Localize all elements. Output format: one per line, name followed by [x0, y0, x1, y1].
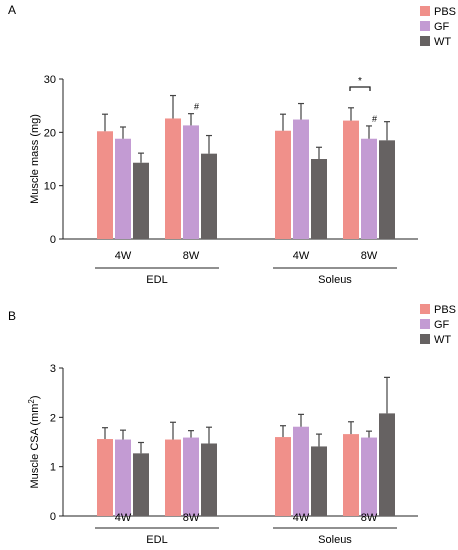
- significance-star: *: [358, 76, 362, 87]
- bar-soleus-8w-pbs: [343, 120, 359, 239]
- bar-edl-8w-gf: [183, 125, 199, 239]
- y-axis-label-superscript: 2: [27, 399, 36, 404]
- bar-soleus-4w-wt: [311, 446, 327, 516]
- bar-edl-4w-wt: [133, 453, 149, 516]
- muscle-label-edl: EDL: [146, 534, 167, 546]
- y-tick-label: 3: [50, 363, 56, 375]
- significance-mark: #: [194, 102, 199, 112]
- bar-edl-4w-gf: [115, 138, 131, 239]
- bar-soleus-8w-pbs: [343, 434, 359, 516]
- y-tick-label: 20: [44, 127, 56, 139]
- muscle-label-soleus: Soleus: [318, 534, 352, 546]
- bar-edl-4w-pbs: [97, 439, 113, 516]
- y-tick-label: 30: [44, 74, 56, 86]
- bar-soleus-4w-pbs: [275, 437, 291, 516]
- y-tick-label: 2: [50, 412, 56, 424]
- legend-swatch-wt: [420, 334, 430, 344]
- y-tick-label: 0: [50, 234, 56, 246]
- bar-edl-4w-pbs: [97, 131, 113, 239]
- muscle-label-edl: EDL: [146, 274, 167, 286]
- panel-a: A PBS GF WT 0 10 20 30 Muscle mass (mg) 4W #8W 4W #8…: [8, 3, 456, 286]
- bar-edl-8w-pbs: [165, 439, 181, 516]
- bar-soleus-4w-pbs: [275, 130, 291, 239]
- bar-soleus-8w-gf: [361, 138, 377, 239]
- x-tick-label: 4W: [293, 512, 310, 524]
- legend-label-gf: GF: [434, 21, 450, 33]
- bar-soleus-8w-wt: [379, 140, 395, 239]
- bar-soleus-4w-wt: [311, 159, 327, 239]
- significance-bracket: [349, 86, 371, 91]
- x-tick-label: 8W: [183, 250, 200, 262]
- y-axis-label-part: Muscle CSA (mm: [29, 404, 41, 489]
- y-axis-label-part: ): [29, 395, 41, 399]
- bar-edl-8w-wt: [201, 443, 217, 516]
- bar-edl-4w-gf: [115, 439, 131, 516]
- legend-swatch-pbs: [420, 6, 430, 16]
- y-tick-label: 10: [44, 181, 56, 193]
- y-axis-label: Muscle CSA (mm2): [27, 395, 42, 488]
- bar-soleus-4w-gf: [293, 119, 309, 239]
- y-axis-label: Muscle mass (mg): [29, 114, 41, 204]
- bar-soleus-8w-gf: [361, 437, 377, 516]
- x-tick-label: 4W: [293, 250, 310, 262]
- y-tick-label: 0: [50, 511, 56, 523]
- panel-letter: B: [8, 309, 16, 323]
- x-tick-label: 8W: [361, 250, 378, 262]
- muscle-label-soleus: Soleus: [318, 274, 352, 286]
- bar-edl-4w-wt: [133, 162, 149, 239]
- legend-label-gf: GF: [434, 319, 450, 331]
- bar-soleus-8w-wt: [379, 413, 395, 516]
- legend-swatch-gf: [420, 21, 430, 31]
- legend-swatch-wt: [420, 36, 430, 46]
- significance-mark: #: [372, 114, 377, 124]
- x-tick-label: 8W: [183, 512, 200, 524]
- legend-swatch-gf: [420, 319, 430, 329]
- bar-soleus-4w-gf: [293, 426, 309, 516]
- legend-label-pbs: PBS: [434, 304, 456, 316]
- bar-edl-8w-pbs: [165, 118, 181, 239]
- legend-swatch-pbs: [420, 304, 430, 314]
- bar-edl-8w-gf: [183, 437, 199, 516]
- y-tick-label: 1: [50, 462, 56, 474]
- panel-letter: A: [8, 3, 16, 17]
- bar-edl-8w-wt: [201, 153, 217, 239]
- legend-label-pbs: PBS: [434, 6, 456, 18]
- x-tick-label: 4W: [115, 512, 132, 524]
- x-tick-label: 8W: [361, 512, 378, 524]
- legend-label-wt: WT: [434, 36, 451, 48]
- legend-label-wt: WT: [434, 334, 451, 346]
- x-tick-label: 4W: [115, 250, 132, 262]
